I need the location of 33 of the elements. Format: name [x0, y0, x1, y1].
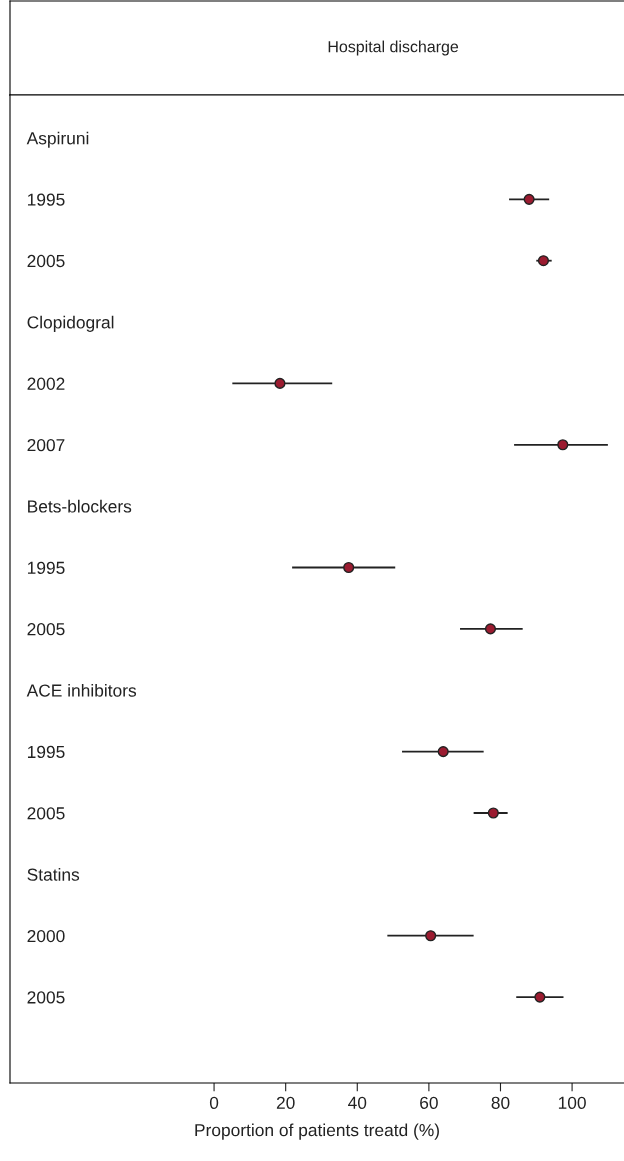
point — [534, 991, 546, 1003]
chart-title: Hospital discharge — [328, 40, 459, 56]
point — [484, 623, 497, 635]
x-tick-label: 40 — [348, 1096, 367, 1109]
point — [437, 746, 449, 758]
y-tick-label: 2005 — [27, 807, 65, 820]
y-tick-label: 2007 — [27, 438, 65, 452]
point — [523, 193, 535, 205]
x-tick-label: 60 — [420, 1096, 438, 1109]
y-tick-label: Aspiruni — [26, 131, 89, 148]
x-tick-label: 100 — [558, 1096, 586, 1109]
y-tick-label: 1995 — [27, 745, 65, 759]
y-tick-label: 2005 — [27, 991, 65, 1004]
x-tick-label: 20 — [276, 1096, 295, 1109]
x-axis-title: Proportion of patients treatd (%) — [195, 1123, 439, 1140]
point — [557, 439, 569, 451]
point — [487, 807, 499, 819]
y-tick-label: ACE inhibitors — [26, 683, 137, 697]
y-tick-label: 1995 — [27, 193, 65, 206]
y-tick-label: Bets-blockers — [28, 499, 132, 513]
y-tick-label: 2005 — [27, 254, 65, 268]
y-tick-label: Statins — [27, 868, 80, 881]
point — [343, 561, 355, 574]
y-tick-label: Clopidogral — [27, 315, 114, 332]
y-tick-label: 2000 — [27, 929, 65, 943]
x-tick-label: 0 — [209, 1096, 219, 1109]
point — [537, 255, 550, 267]
point — [425, 930, 437, 942]
y-tick-label: 2002 — [27, 377, 65, 390]
x-tick-label: 80 — [491, 1096, 510, 1109]
y-tick-label: 1995 — [27, 561, 65, 574]
y-tick-label: 2005 — [27, 623, 65, 636]
point — [274, 377, 286, 389]
